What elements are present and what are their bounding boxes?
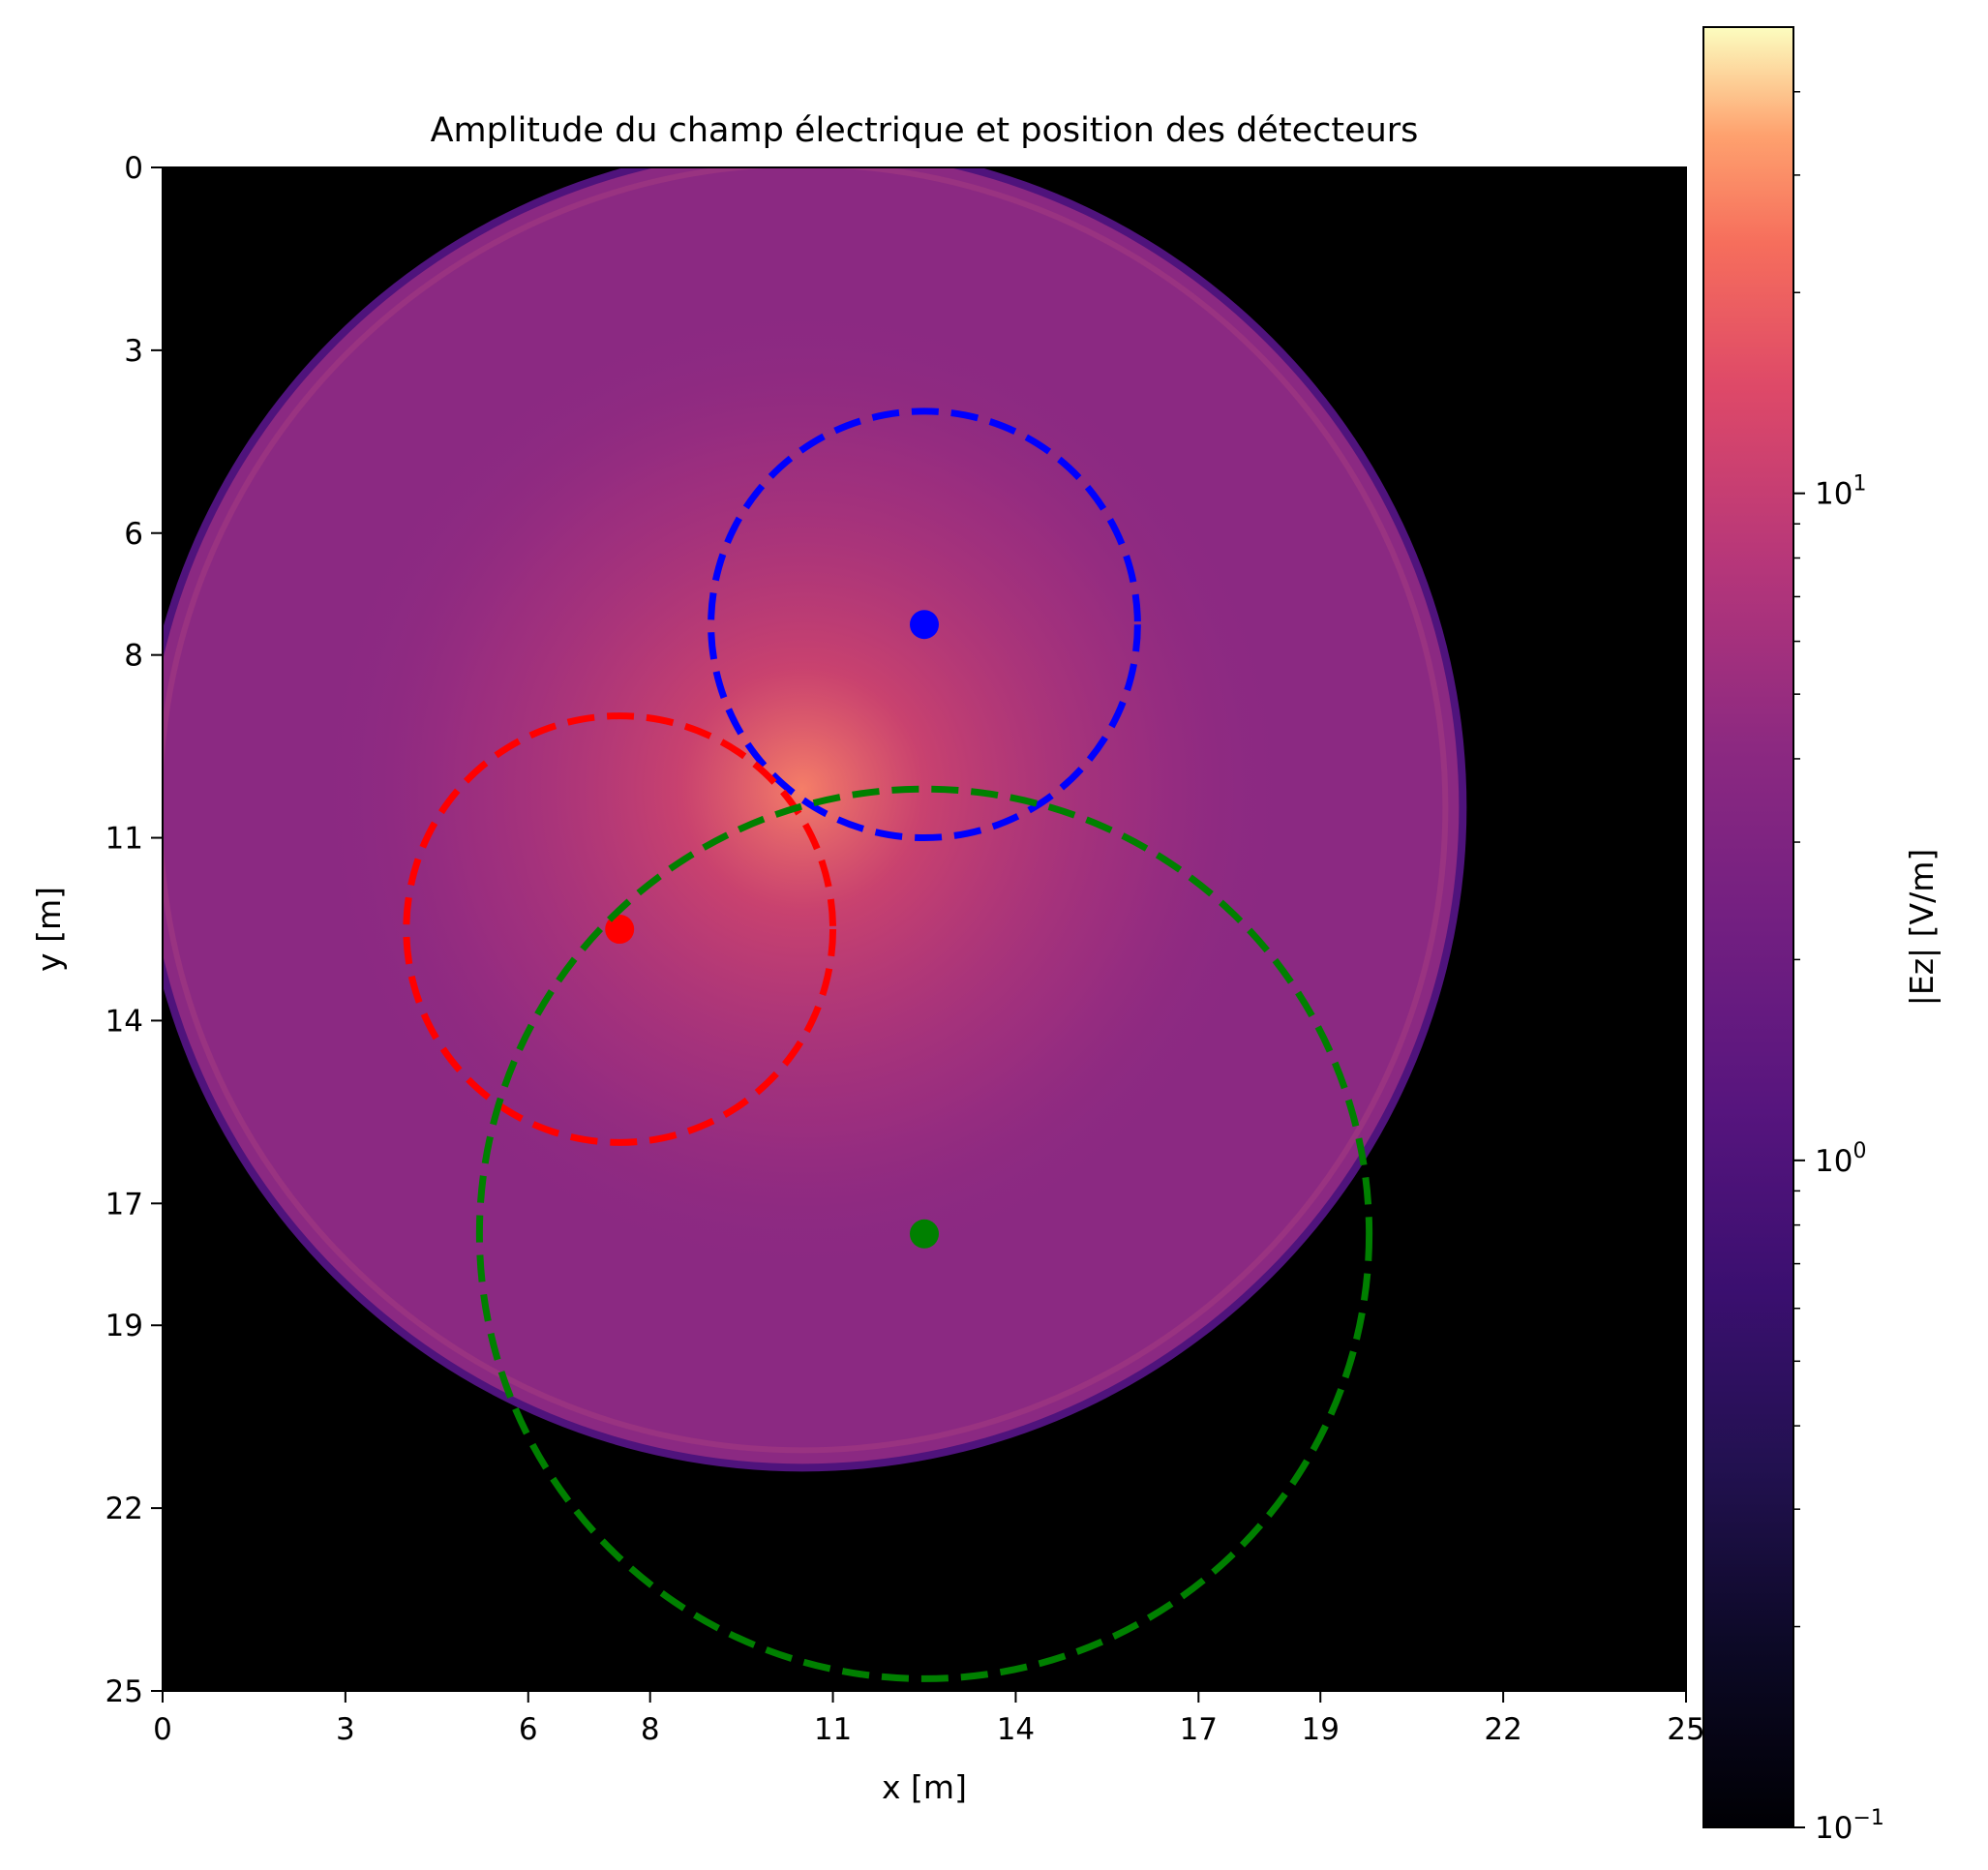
detector-range-circle-2 (475, 785, 1373, 1682)
y-tick-label: 17 (105, 1187, 143, 1222)
y-axis: 0 3 6 8 11 14 17 19 22 25 (105, 151, 163, 1709)
x-tick-label: 17 (1180, 1712, 1218, 1747)
x-tick-label: 14 (997, 1712, 1035, 1747)
colorbar-label: |Ez| [V/m] (1903, 849, 1941, 1007)
x-tick-label: 25 (1667, 1712, 1704, 1747)
x-tick-label: 8 (641, 1712, 660, 1747)
x-tick-label: 3 (336, 1712, 355, 1747)
colorbar: 10−1 100 101 |Ez| [V/m] (1702, 26, 1941, 1846)
colorbar-tick-label: 10−1 (1815, 1806, 1884, 1846)
field-rim (163, 167, 1449, 1454)
detector-range-circle-0 (708, 407, 1141, 842)
x-axis: 0 3 6 8 11 14 17 19 22 25 (153, 1691, 1705, 1747)
y-tick-label: 11 (105, 822, 143, 857)
detector-range-circle-1 (403, 712, 837, 1146)
y-tick-label: 25 (105, 1674, 143, 1709)
x-tick-label: 6 (519, 1712, 538, 1747)
y-tick-label: 3 (124, 334, 143, 369)
chart-title: Amplitude du champ électrique et positio… (431, 111, 1419, 150)
plot-frame (162, 166, 1687, 1692)
detector-marker-2 (910, 1219, 939, 1249)
y-tick-label: 6 (124, 517, 143, 552)
y-tick-label: 19 (105, 1309, 143, 1343)
x-tick-label: 11 (814, 1712, 852, 1747)
x-axis-label: x [m] (882, 1768, 967, 1806)
detector-marker-0 (910, 610, 939, 640)
colorbar-gradient (1702, 26, 1794, 1828)
plot-area (162, 166, 1687, 1692)
colorbar-tick-label: 100 (1815, 1139, 1866, 1179)
y-axis-label: y [m] (30, 887, 68, 972)
y-tick-label: 0 (124, 151, 143, 186)
colorbar-tick-label: 101 (1815, 472, 1866, 512)
y-tick-label: 14 (105, 1004, 143, 1039)
field-hotspot (315, 301, 1290, 1277)
y-tick-label: 8 (124, 639, 143, 674)
detectors-layer (403, 407, 1373, 1682)
x-tick-label: 22 (1484, 1712, 1521, 1747)
x-tick-label: 0 (153, 1712, 172, 1747)
x-tick-label: 19 (1302, 1712, 1340, 1747)
colorbar-ticks: 10−1 100 101 (1793, 91, 1884, 1846)
y-tick-label: 22 (105, 1492, 143, 1526)
detector-marker-1 (605, 915, 635, 944)
